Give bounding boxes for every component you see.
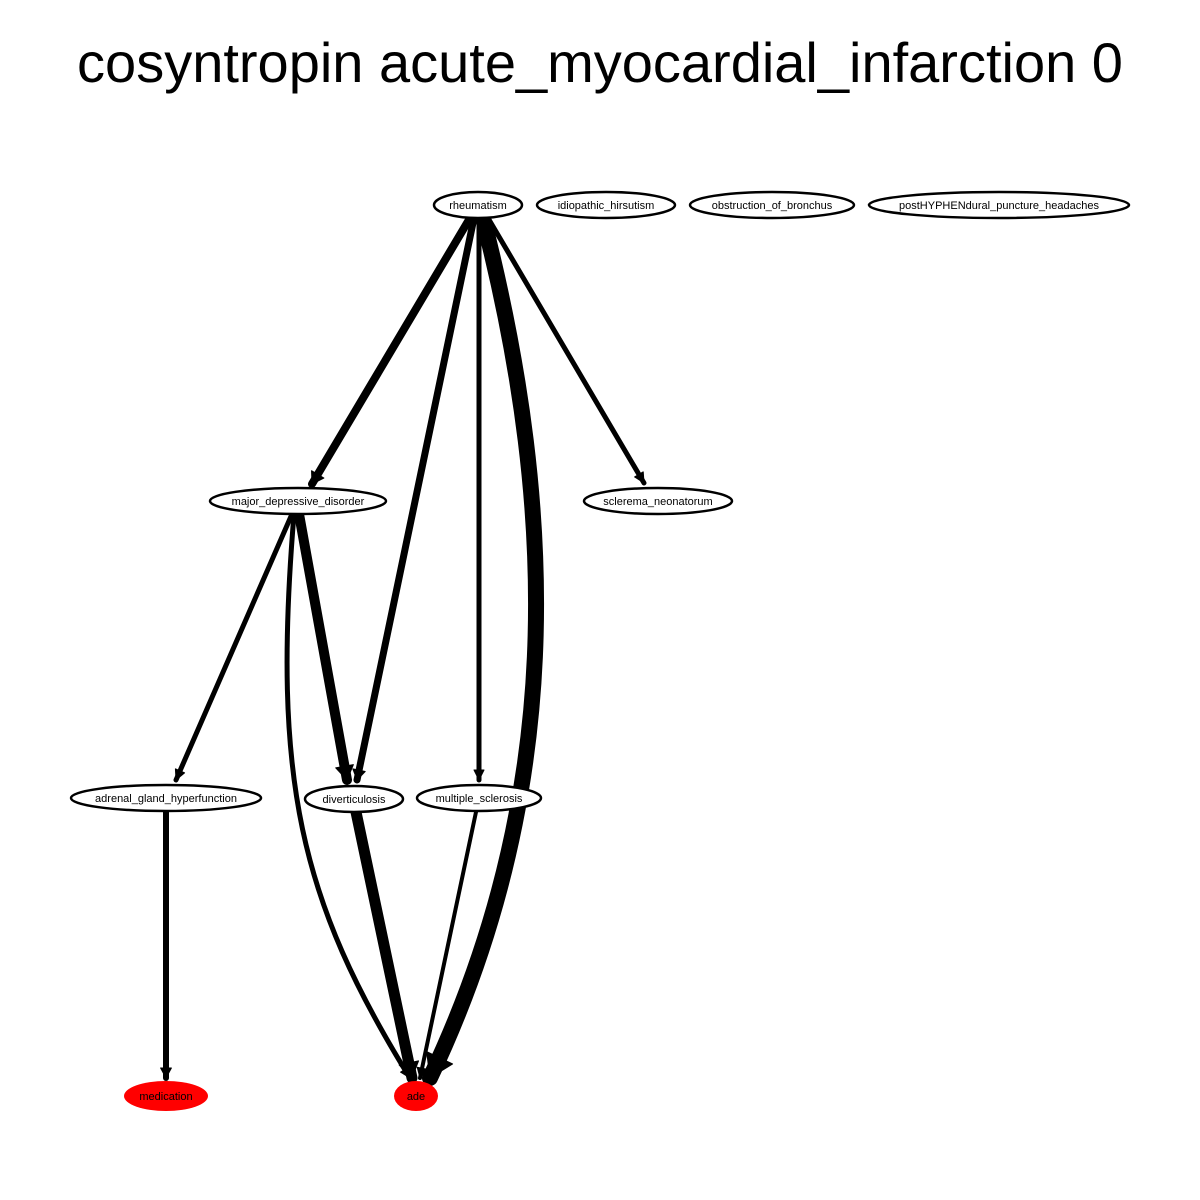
node-label-sclerema_neonatorum: sclerema_neonatorum bbox=[603, 496, 712, 508]
node-adrenal_gland_hyperfunction: adrenal_gland_hyperfunction bbox=[69, 783, 263, 813]
node-layer: rheumatism idiopathic_hirsutism obstructio… bbox=[69, 190, 1131, 1111]
arrowhead-rheumatism-to-sclerema_neonatorum bbox=[634, 471, 645, 484]
node-shape-adrenal_gland_hyperfunction bbox=[69, 783, 263, 813]
edge-major_depressive_disorder-to-adrenal_gland_hyperfunction bbox=[173, 511, 295, 783]
node-label-diverticulosis: diverticulosis bbox=[323, 794, 386, 806]
node-label-multiple_sclerosis: multiple_sclerosis bbox=[436, 793, 523, 805]
edge-rheumatism-to-diverticulosis bbox=[353, 214, 478, 784]
edge-major_depressive_disorder-to-ade bbox=[284, 511, 413, 1081]
node-ade: ade bbox=[394, 1081, 438, 1111]
arrowhead-rheumatism-to-multiple_sclerosis bbox=[473, 769, 485, 781]
node-sclerema_neonatorum: sclerema_neonatorum bbox=[582, 486, 734, 516]
node-postHYPHENdural_puncture_headaches: postHYPHENdural_puncture_headaches bbox=[867, 190, 1131, 220]
edge-major_depressive_disorder-to-diverticulosis bbox=[294, 509, 352, 785]
node-shape-major_depressive_disorder bbox=[208, 486, 388, 516]
arrowhead-diverticulosis-to-ade bbox=[398, 1060, 420, 1079]
edge-diverticulosis-to-ade bbox=[350, 806, 418, 1084]
node-label-rheumatism: rheumatism bbox=[449, 200, 506, 212]
node-shape-idiopathic_hirsutism bbox=[535, 190, 677, 220]
node-shape-postHYPHENdural_puncture_headaches bbox=[867, 190, 1131, 220]
node-shape-multiple_sclerosis bbox=[415, 783, 543, 813]
arrowhead-major_depressive_disorder-to-adrenal_gland_hyperfunction bbox=[174, 768, 186, 781]
arrowhead-rheumatism-to-diverticulosis bbox=[352, 768, 366, 781]
arrowhead-multiple_sclerosis-to-ade bbox=[416, 1066, 428, 1079]
node-shape-ade bbox=[394, 1081, 438, 1111]
node-shape-medication bbox=[124, 1081, 208, 1111]
edge-layer bbox=[160, 210, 647, 1086]
node-label-idiopathic_hirsutism: idiopathic_hirsutism bbox=[558, 200, 655, 212]
node-shape-diverticulosis bbox=[303, 784, 405, 814]
page-title: cosyntropin acute_myocardial_infarction … bbox=[77, 31, 1123, 94]
arrowhead-adrenal_gland_hyperfunction-to-medication bbox=[160, 1067, 172, 1079]
node-idiopathic_hirsutism: idiopathic_hirsutism bbox=[535, 190, 677, 220]
node-label-medication: medication bbox=[139, 1091, 192, 1103]
arrowhead-major_depressive_disorder-to-diverticulosis bbox=[335, 764, 354, 781]
node-multiple_sclerosis: multiple_sclerosis bbox=[415, 783, 543, 813]
node-label-obstruction_of_bronchus: obstruction_of_bronchus bbox=[712, 200, 833, 212]
node-diverticulosis: diverticulosis bbox=[303, 784, 405, 814]
edge-rheumatism-to-sclerema_neonatorum bbox=[485, 215, 647, 486]
node-obstruction_of_bronchus: obstruction_of_bronchus bbox=[688, 190, 856, 220]
node-label-postHYPHENdural_puncture_headaches: postHYPHENdural_puncture_headaches bbox=[899, 200, 1099, 212]
edge-multiple_sclerosis-to-ade bbox=[418, 810, 478, 1080]
node-label-adrenal_gland_hyperfunction: adrenal_gland_hyperfunction bbox=[95, 793, 237, 805]
node-shape-obstruction_of_bronchus bbox=[688, 190, 856, 220]
node-label-major_depressive_disorder: major_depressive_disorder bbox=[232, 496, 365, 508]
node-shape-sclerema_neonatorum bbox=[582, 486, 734, 516]
edge-rheumatism-to-ade bbox=[422, 210, 545, 1086]
node-rheumatism: rheumatism bbox=[432, 190, 524, 220]
node-major_depressive_disorder: major_depressive_disorder bbox=[208, 486, 388, 516]
edge-rheumatism-to-major_depressive_disorder bbox=[308, 214, 474, 488]
node-shape-rheumatism bbox=[432, 190, 524, 220]
node-label-ade: ade bbox=[407, 1091, 425, 1103]
arrowhead-rheumatism-to-ade bbox=[426, 1051, 454, 1079]
node-medication: medication bbox=[124, 1081, 208, 1111]
arrowhead-rheumatism-to-major_depressive_disorder bbox=[311, 470, 325, 485]
